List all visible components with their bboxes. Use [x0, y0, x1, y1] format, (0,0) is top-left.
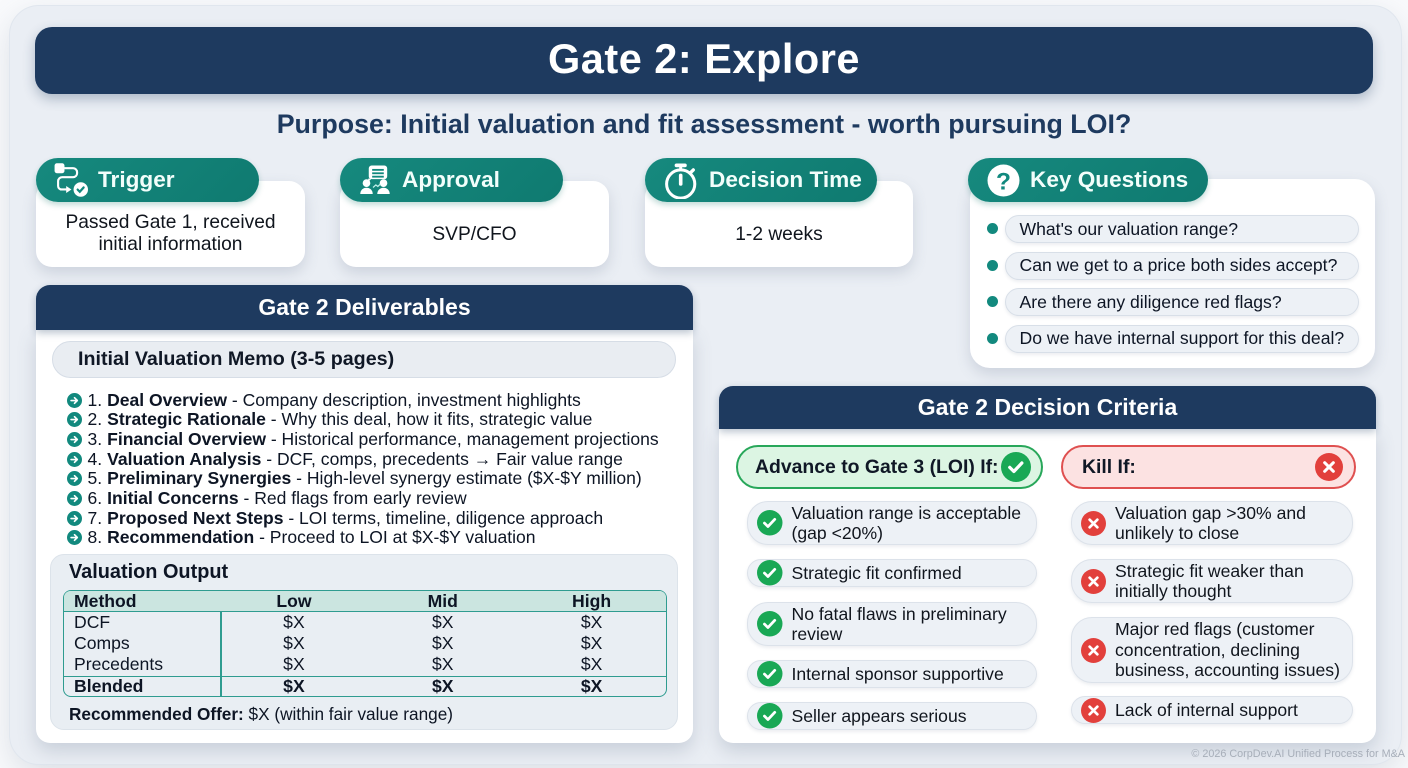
svg-text:?: ?: [996, 168, 1011, 195]
